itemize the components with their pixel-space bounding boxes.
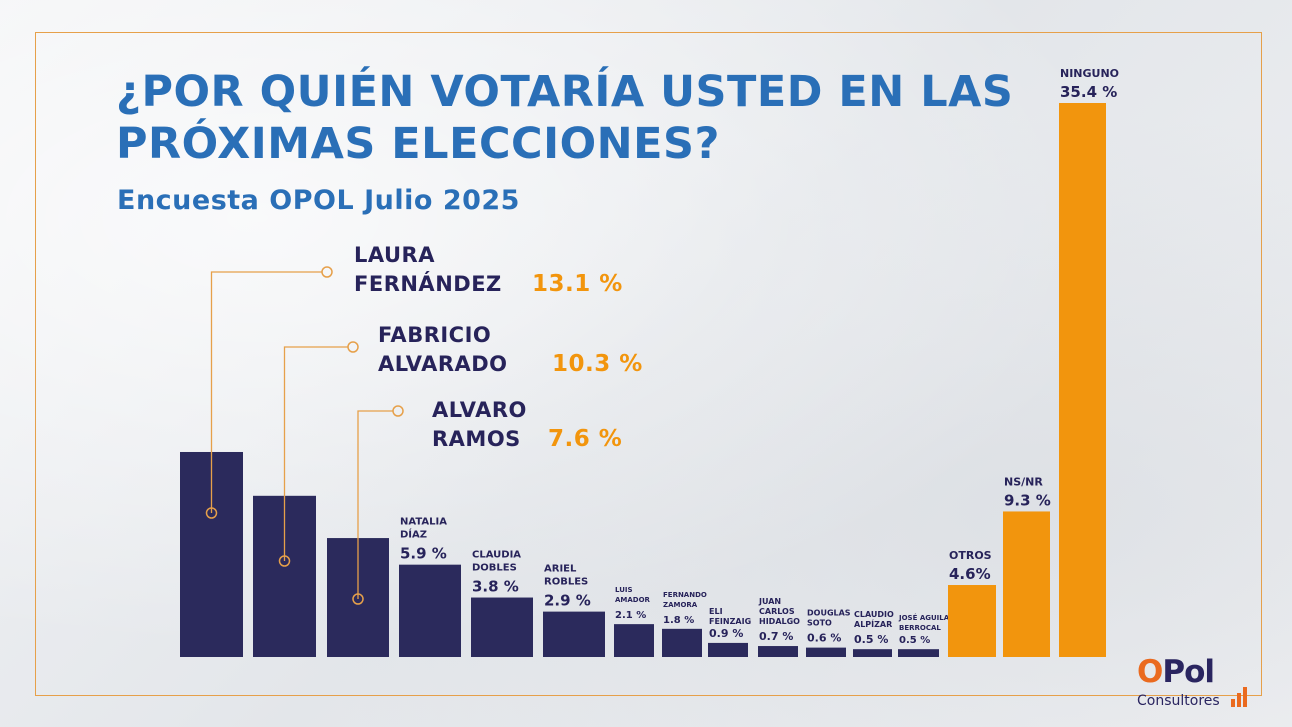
bar-label: JOSÉ AGUILAR bbox=[898, 613, 955, 622]
data-label: 0.9 % bbox=[709, 627, 743, 640]
bar-label: DÍAZ bbox=[400, 528, 427, 541]
callout-end-dot bbox=[347, 341, 359, 353]
bar-label: ELI bbox=[709, 607, 723, 616]
data-label: 0.6 % bbox=[807, 632, 841, 645]
callout-fabricio-alvarado: FABRICIO ALVARADO 10.3 % bbox=[378, 321, 642, 379]
chart-subtitle: Encuesta OPOL Julio 2025 bbox=[117, 185, 520, 216]
bar-label: CLAUDIA bbox=[472, 550, 521, 561]
callout-anchor-dot bbox=[205, 507, 218, 519]
bar-label: AMADOR bbox=[615, 596, 651, 604]
bar-ns-nr bbox=[1003, 511, 1050, 657]
data-label: 9.3 % bbox=[1004, 491, 1051, 509]
bar-claudia-dobles bbox=[471, 597, 533, 657]
bar-label: SOTO bbox=[807, 619, 832, 628]
bar-label: CLAUDIO bbox=[854, 610, 894, 619]
opol-logo: OPol Consultores bbox=[1137, 655, 1249, 711]
bar-label: JUAN bbox=[758, 597, 781, 606]
callout-leader-line bbox=[357, 410, 393, 599]
bar-eli-feinzaig bbox=[708, 642, 748, 657]
bar-label: NINGUNO bbox=[1060, 67, 1119, 80]
bar-ariel-robles bbox=[543, 611, 605, 657]
bar-jose-aguilar-berrocal bbox=[898, 649, 939, 657]
data-label: 3.8 % bbox=[472, 578, 519, 596]
logo-wordmark: OPol bbox=[1137, 654, 1215, 690]
bar-label: ZAMORA bbox=[663, 601, 698, 609]
callout-alvaro-ramos: ALVARO RAMOS 7.6 % bbox=[432, 396, 622, 454]
callout-name-line1: LAURA bbox=[354, 243, 435, 267]
callout-end-dot bbox=[392, 405, 404, 417]
callout-percent: 13.1 % bbox=[532, 271, 623, 297]
callout-name-line1: FABRICIO bbox=[378, 323, 492, 347]
bar-douglas-soto bbox=[806, 647, 846, 657]
bar-label: ALPÍZAR bbox=[854, 618, 892, 629]
bar-label: LUIS bbox=[615, 586, 633, 594]
bar-fernando-zamora bbox=[662, 628, 702, 657]
data-label: 0.7 % bbox=[759, 630, 793, 643]
data-label: 0.5 % bbox=[899, 635, 930, 646]
callout-percent: 7.6 % bbox=[548, 426, 623, 452]
callout-anchor-dot bbox=[352, 593, 364, 605]
bar-label: BERROCAL bbox=[899, 624, 941, 632]
data-label: 35.4 % bbox=[1060, 83, 1117, 101]
callout-name-line1: ALVARO bbox=[432, 398, 527, 422]
data-label: 5.9 % bbox=[400, 545, 447, 563]
data-label: 0.5 % bbox=[854, 633, 888, 646]
bar-label: NS/NR bbox=[1004, 475, 1043, 488]
bar-juan-carlos-hidalgo bbox=[758, 646, 798, 657]
bar-label: FERNANDO bbox=[663, 591, 707, 599]
bar-otros bbox=[948, 585, 996, 657]
bar-label: CARLOS bbox=[759, 607, 795, 616]
logo-tagline: Consultores bbox=[1137, 693, 1220, 709]
callout-name-line2: RAMOS bbox=[432, 427, 521, 451]
bar-label: ARIEL bbox=[544, 564, 577, 575]
bar-ninguno bbox=[1059, 103, 1106, 657]
callout-leader-line bbox=[283, 346, 348, 561]
callout-anchor-dot bbox=[278, 555, 291, 567]
data-label: 2.1 % bbox=[615, 610, 646, 621]
bar-claudio-alpizar bbox=[853, 649, 892, 657]
bar-label: OTROS bbox=[949, 549, 992, 562]
bar-label: DOBLES bbox=[472, 563, 517, 574]
callout-percent: 10.3 % bbox=[552, 351, 643, 377]
callout-leader-line bbox=[210, 271, 322, 513]
bar-label: NATALIA bbox=[400, 517, 447, 528]
bar-natalia-diaz bbox=[399, 564, 461, 657]
bar-label: FEINZAIG bbox=[709, 617, 751, 626]
data-label: 2.9 % bbox=[544, 592, 591, 610]
callout-laura-fernandez: LAURA FERNÁNDEZ 13.1 % bbox=[354, 241, 622, 299]
bar-label: HIDALGO bbox=[759, 617, 800, 626]
bar-label: ROBLES bbox=[544, 577, 588, 588]
callout-name-line2: FERNÁNDEZ bbox=[354, 272, 502, 296]
chart-title: ¿POR QUIÉN VOTARÍA USTED EN LAS PRÓXIMAS… bbox=[116, 67, 1014, 169]
data-label: 4.6% bbox=[949, 565, 991, 583]
callout-name-line2: ALVARADO bbox=[378, 352, 508, 376]
border-frame bbox=[35, 32, 1262, 696]
callout-end-dot bbox=[321, 266, 333, 278]
data-label: 1.8 % bbox=[663, 615, 694, 626]
bar-luis-amador bbox=[614, 624, 654, 657]
bar-label: DOUGLAS bbox=[807, 609, 851, 618]
